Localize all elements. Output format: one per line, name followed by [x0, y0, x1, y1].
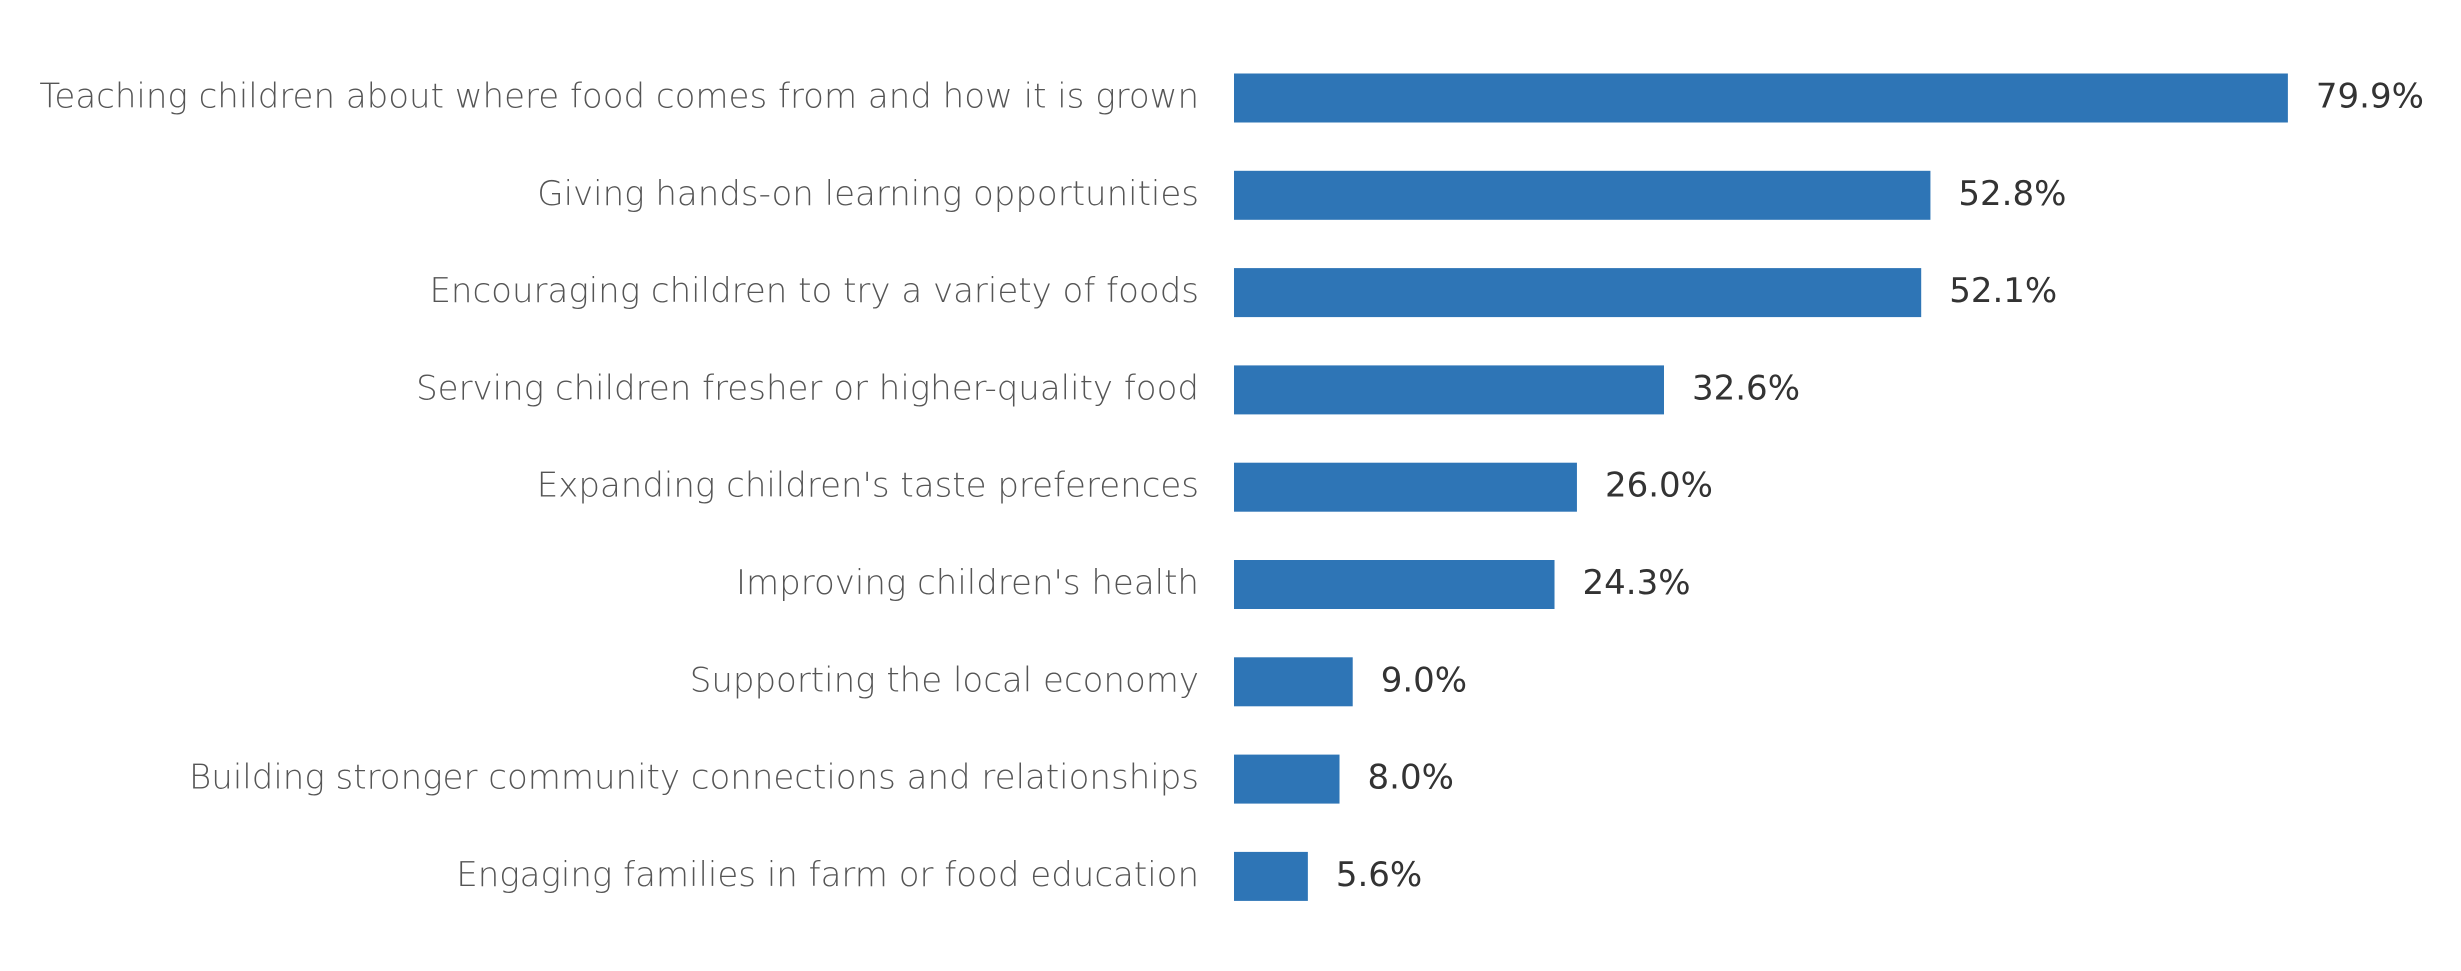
value-label: 52.8%: [1958, 174, 2066, 214]
category-label: Supporting the local economy: [690, 660, 1199, 700]
value-label: 24.3%: [1583, 563, 1691, 603]
category-label: Expanding children's taste preferences: [537, 466, 1199, 506]
bar: [1234, 365, 1664, 415]
value-label: 5.6%: [1336, 855, 1422, 895]
category-label: Encouraging children to try a variety of…: [429, 271, 1199, 311]
value-label: 79.9%: [2316, 77, 2424, 117]
value-label: 26.0%: [1605, 466, 1713, 506]
bar: [1234, 73, 2288, 123]
category-label: Engaging families in farm or food educat…: [456, 855, 1199, 895]
bar: [1234, 851, 1308, 901]
bar: [1234, 754, 1340, 804]
bar: [1234, 462, 1577, 512]
value-label: 9.0%: [1381, 660, 1467, 700]
bar: [1234, 268, 1922, 318]
category-label: Building stronger community connections …: [189, 758, 1199, 798]
category-label: Teaching children about where food comes…: [39, 77, 1199, 117]
category-label: Serving children fresher or higher-quali…: [416, 368, 1199, 408]
category-label: Giving hands-on learning opportunities: [537, 174, 1199, 214]
value-label: 52.1%: [1949, 271, 2057, 311]
bar: [1234, 170, 1931, 220]
bar: [1234, 657, 1353, 707]
category-label: Improving children's health: [736, 563, 1199, 603]
bar: [1234, 560, 1555, 609]
value-label: 32.6%: [1692, 368, 1800, 408]
value-label: 8.0%: [1368, 758, 1454, 798]
